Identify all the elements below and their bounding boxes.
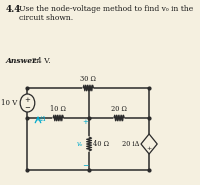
Text: +: + <box>25 97 30 102</box>
Text: Use the node-voltage method to find vₒ in the
circuit shown.: Use the node-voltage method to find vₒ i… <box>19 5 194 22</box>
Text: 10 Ω: 10 Ω <box>50 105 66 113</box>
Text: 4.4: 4.4 <box>6 5 21 14</box>
Text: −: − <box>25 105 30 110</box>
Text: 24 V.: 24 V. <box>32 57 51 65</box>
Text: iΔ: iΔ <box>40 115 47 123</box>
Text: 10 V: 10 V <box>1 99 17 107</box>
Text: −: − <box>82 162 88 171</box>
Text: vₒ: vₒ <box>76 140 83 148</box>
Text: 20 Ω: 20 Ω <box>111 105 127 113</box>
Text: +: + <box>82 119 88 125</box>
Text: 40 Ω: 40 Ω <box>93 140 109 148</box>
Text: 20 iΔ: 20 iΔ <box>122 140 139 148</box>
Text: Answer:: Answer: <box>6 57 40 65</box>
Text: +: + <box>146 147 152 152</box>
Text: 30 Ω: 30 Ω <box>80 75 96 83</box>
